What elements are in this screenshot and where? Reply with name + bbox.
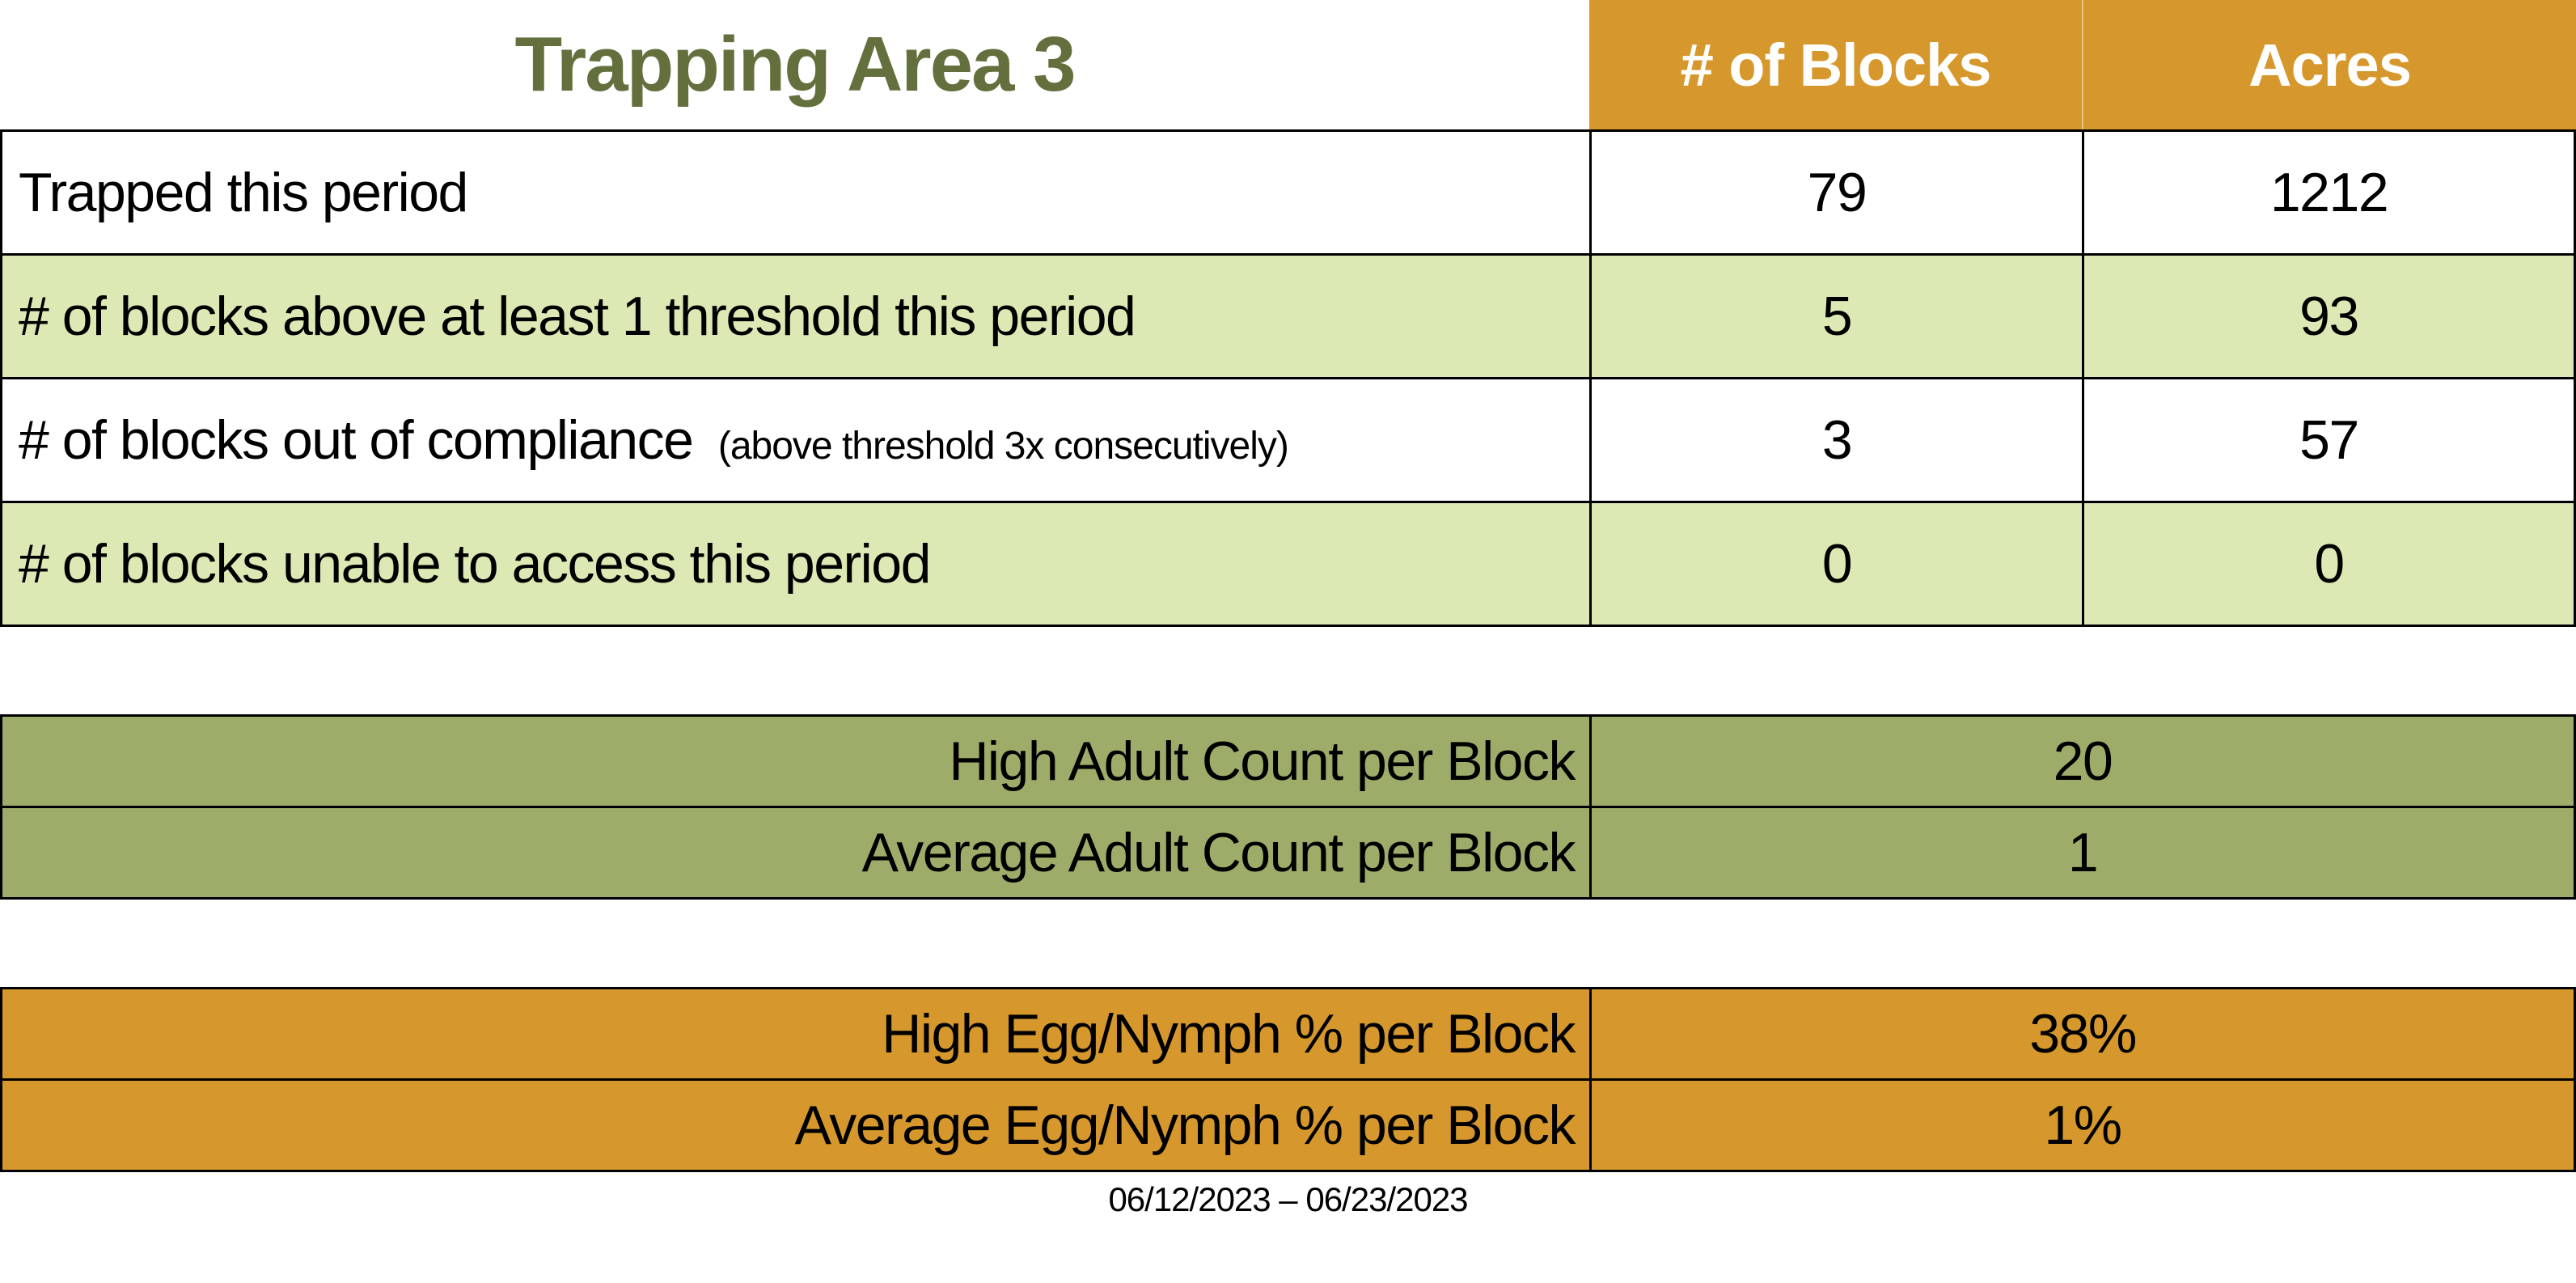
title-cell: Trapping Area 3 (0, 0, 1589, 129)
date-range: 06/12/2023 – 06/23/2023 (1108, 1180, 1468, 1218)
row-label-text: # of blocks above at least 1 threshold t… (19, 286, 1136, 347)
trapping-table: Trapped this period 79 1212 # of blocks … (0, 129, 2576, 627)
table-row-acres-value: 0 (2084, 503, 2574, 625)
summary-row-value: 20 (1592, 717, 2574, 806)
row-label-text: Trapped this period (19, 162, 468, 223)
table-row-blocks-value: 79 (1592, 132, 2082, 253)
egg-nymph-section: High Egg/Nymph % per Block 38% Average E… (0, 987, 2576, 1172)
column-header-blocks-label: # of Blocks (1680, 31, 1992, 99)
spacer (0, 900, 2576, 987)
row-label-note: (above threshold 3x consecutively) (717, 425, 1289, 468)
header-band: Trapping Area 3 # of Blocks Acres (0, 0, 2576, 129)
column-header-acres: Acres (2082, 0, 2576, 129)
table-row-label: # of blocks unable to access this period (2, 503, 1589, 625)
row-label-text: # of blocks out of compliance (19, 409, 694, 471)
summary-row-value: 1 (1592, 808, 2574, 897)
table-row-label: # of blocks out of compliance (above thr… (2, 379, 1589, 501)
column-header-acres-label: Acres (2248, 31, 2412, 99)
page-title: Trapping Area 3 (514, 21, 1077, 108)
summary-row-label: High Adult Count per Block (2, 717, 1589, 806)
table-row-acres-value: 1212 (2084, 132, 2574, 253)
table-row-blocks-value: 5 (1592, 256, 2082, 377)
row-label-line: # of blocks out of compliance (above thr… (19, 409, 1289, 472)
column-header-blocks: # of Blocks (1589, 0, 2082, 129)
table-row-acres-value: 93 (2084, 256, 2574, 377)
summary-row-label: Average Egg/Nymph % per Block (2, 1081, 1589, 1170)
summary-row-label: Average Adult Count per Block (2, 808, 1589, 897)
adult-count-section: High Adult Count per Block 20 Average Ad… (0, 714, 2576, 900)
summary-row-value: 38% (1592, 989, 2574, 1078)
spacer (0, 627, 2576, 714)
summary-row-label: High Egg/Nymph % per Block (2, 989, 1589, 1078)
summary-row-value: 1% (1592, 1081, 2574, 1170)
table-row-label: Trapped this period (2, 132, 1589, 253)
table-row-blocks-value: 0 (1592, 503, 2082, 625)
table-row-acres-value: 57 (2084, 379, 2574, 501)
table-row-label: # of blocks above at least 1 threshold t… (2, 256, 1589, 377)
row-label-text: # of blocks unable to access this period (19, 533, 931, 595)
table-row-blocks-value: 3 (1592, 379, 2082, 501)
